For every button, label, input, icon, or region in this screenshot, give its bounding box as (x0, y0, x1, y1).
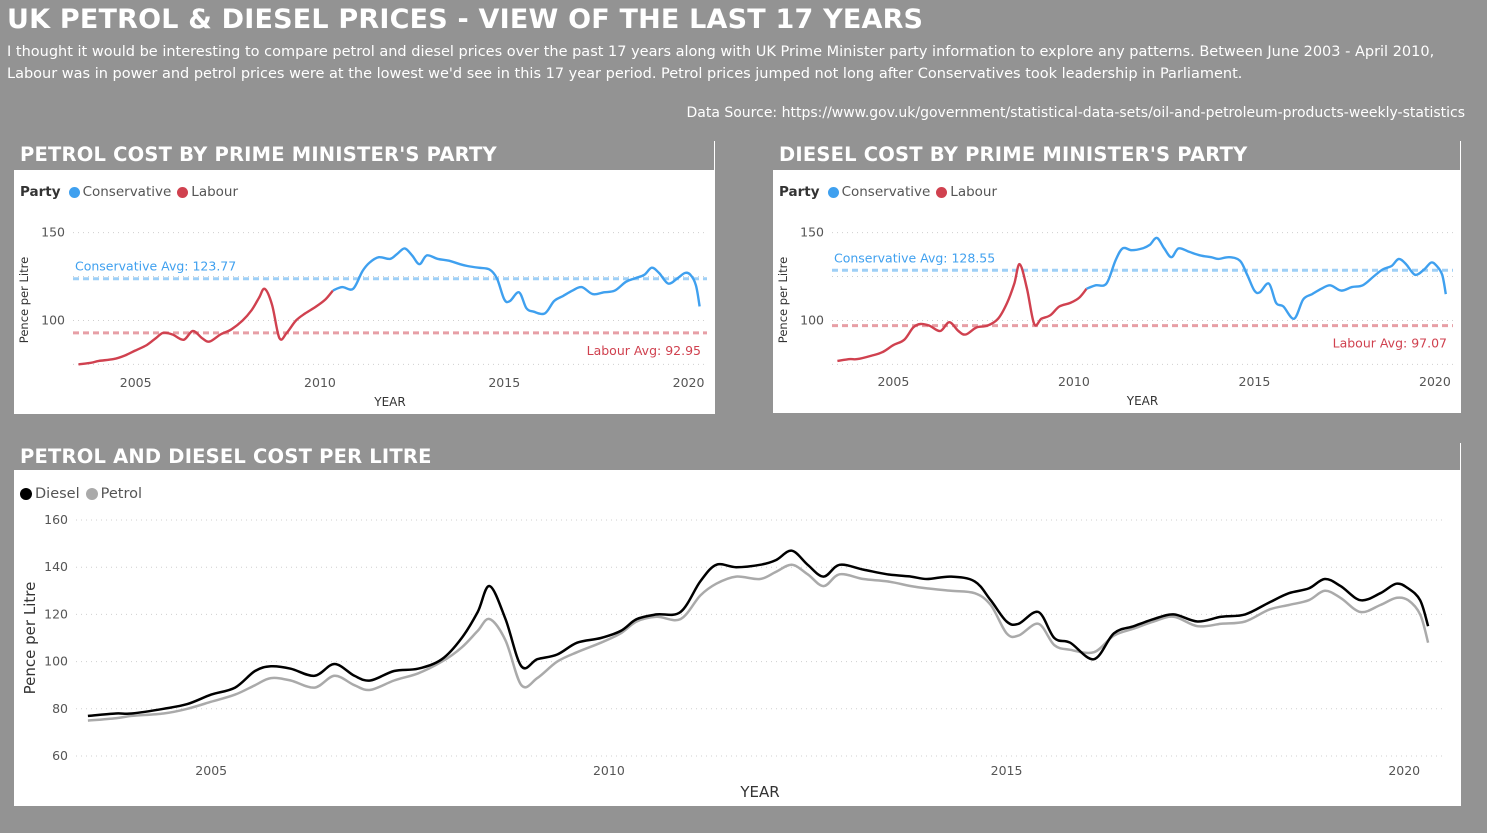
chart-plot: 60 80 100 120 140 160 2005 2010 2015 2020 YEAR Penc… (21, 512, 1444, 801)
diesel-party-title: DIESEL COST BY PRIME MINISTER'S PARTY (779, 143, 1248, 166)
x-tick-label: 2015 (488, 375, 520, 390)
page-intro: I thought it would be interesting to com… (7, 44, 1435, 82)
legend-item-labour[interactable]: Labour (177, 184, 238, 200)
x-tick-label: 2010 (304, 375, 336, 390)
petrol-party-chart[interactable]: Party Conservative Labour 100 150 2005 2010… (14, 170, 715, 414)
x-axis-label: YEAR (739, 783, 779, 801)
y-axis-label: Pence per Litre (21, 582, 39, 695)
average-label: Labour Avg: 97.07 (1333, 336, 1447, 351)
x-tick-label: 2020 (1388, 763, 1420, 778)
y-axis-label: Pence per Litre (776, 257, 790, 343)
petrol-party-title: PETROL COST BY PRIME MINISTER'S PARTY (20, 143, 497, 166)
series-line-labour (837, 262, 1088, 363)
x-axis-label: YEAR (373, 395, 405, 409)
average-label: Conservative Avg: 128.55 (834, 250, 995, 265)
petrol-diesel-chart[interactable]: Diesel Petrol 60 80 100 120 140 160 2005 2010 20… (14, 470, 1461, 806)
x-tick-label: 2015 (991, 763, 1023, 778)
legend-title: Party (779, 184, 820, 200)
legend-label: Conservative (841, 184, 931, 200)
y-tick-label: 60 (52, 748, 68, 763)
legend-label: Petrol (100, 486, 143, 502)
legend-dot-icon (177, 186, 189, 198)
legend-label: Labour (950, 184, 998, 200)
legend-label: Conservative (82, 184, 172, 200)
series-line-labour (78, 287, 334, 366)
y-axis-label: Pence per Litre (17, 257, 31, 343)
y-tick-label: 120 (44, 606, 68, 621)
legend-item-conservative[interactable]: Conservative (68, 184, 172, 200)
diesel-party-chart[interactable]: Party Conservative Labour 100 150 2005 2010… (773, 170, 1461, 413)
page-title: UK PETROL & DIESEL PRICES - VIEW OF THE … (7, 4, 924, 35)
data-source: Data Source: https://www.gov.uk/governme… (686, 105, 1465, 121)
average-label: Labour Avg: 92.95 (587, 343, 701, 358)
x-tick-label: 2005 (120, 375, 152, 390)
legend-dot-icon (936, 186, 948, 198)
series-line-diesel (87, 549, 1430, 718)
chart-legend: Diesel Petrol (20, 486, 148, 502)
x-axis-label: YEAR (1126, 394, 1158, 408)
series-line-conservative (1086, 236, 1447, 320)
chart-plot: 100 150 2005 2010 2015 2020 YEAR Pence per Litr… (776, 225, 1453, 408)
y-tick-label: 100 (41, 312, 65, 327)
x-tick-label: 2010 (593, 763, 625, 778)
legend-item-petrol[interactable]: Petrol (85, 486, 143, 502)
chart-legend: Party Conservative Labour (20, 184, 244, 200)
legend-dot-icon (85, 488, 98, 500)
y-tick-label: 80 (52, 701, 68, 716)
x-tick-label: 2005 (877, 374, 909, 389)
chart-legend: Party Conservative Labour (779, 184, 1003, 200)
legend-dot-icon (68, 186, 80, 198)
y-tick-label: 160 (44, 512, 68, 527)
y-tick-label: 100 (44, 654, 68, 669)
legend-item-diesel[interactable]: Diesel (20, 486, 80, 502)
average-label: Conservative Avg: 123.77 (75, 259, 236, 274)
x-tick-label: 2010 (1058, 374, 1090, 389)
chart-plot: 100 150 2005 2010 2015 2020 YEAR Pence per Litr… (17, 225, 707, 409)
legend-dot-icon (827, 186, 839, 198)
panel-divider (1460, 443, 1461, 470)
legend-label: Diesel (35, 486, 80, 502)
x-tick-label: 2015 (1239, 374, 1271, 389)
panel-divider (714, 141, 715, 170)
legend-dot-icon (20, 488, 32, 500)
panel-divider (1460, 141, 1461, 170)
x-tick-label: 2005 (195, 763, 227, 778)
series-line-petrol (87, 563, 1430, 722)
petrol-diesel-title: PETROL AND DIESEL COST PER LITRE (20, 445, 432, 468)
legend-item-labour[interactable]: Labour (936, 184, 997, 200)
y-tick-label: 150 (800, 225, 824, 240)
legend-label: Labour (191, 184, 239, 200)
y-tick-label: 100 (800, 312, 824, 327)
x-tick-label: 2020 (673, 375, 705, 390)
legend-item-conservative[interactable]: Conservative (827, 184, 931, 200)
y-tick-label: 150 (41, 225, 65, 240)
y-tick-label: 140 (44, 559, 68, 574)
x-tick-label: 2020 (1419, 374, 1451, 389)
legend-title: Party (20, 184, 61, 200)
series-line-conservative (332, 247, 701, 316)
